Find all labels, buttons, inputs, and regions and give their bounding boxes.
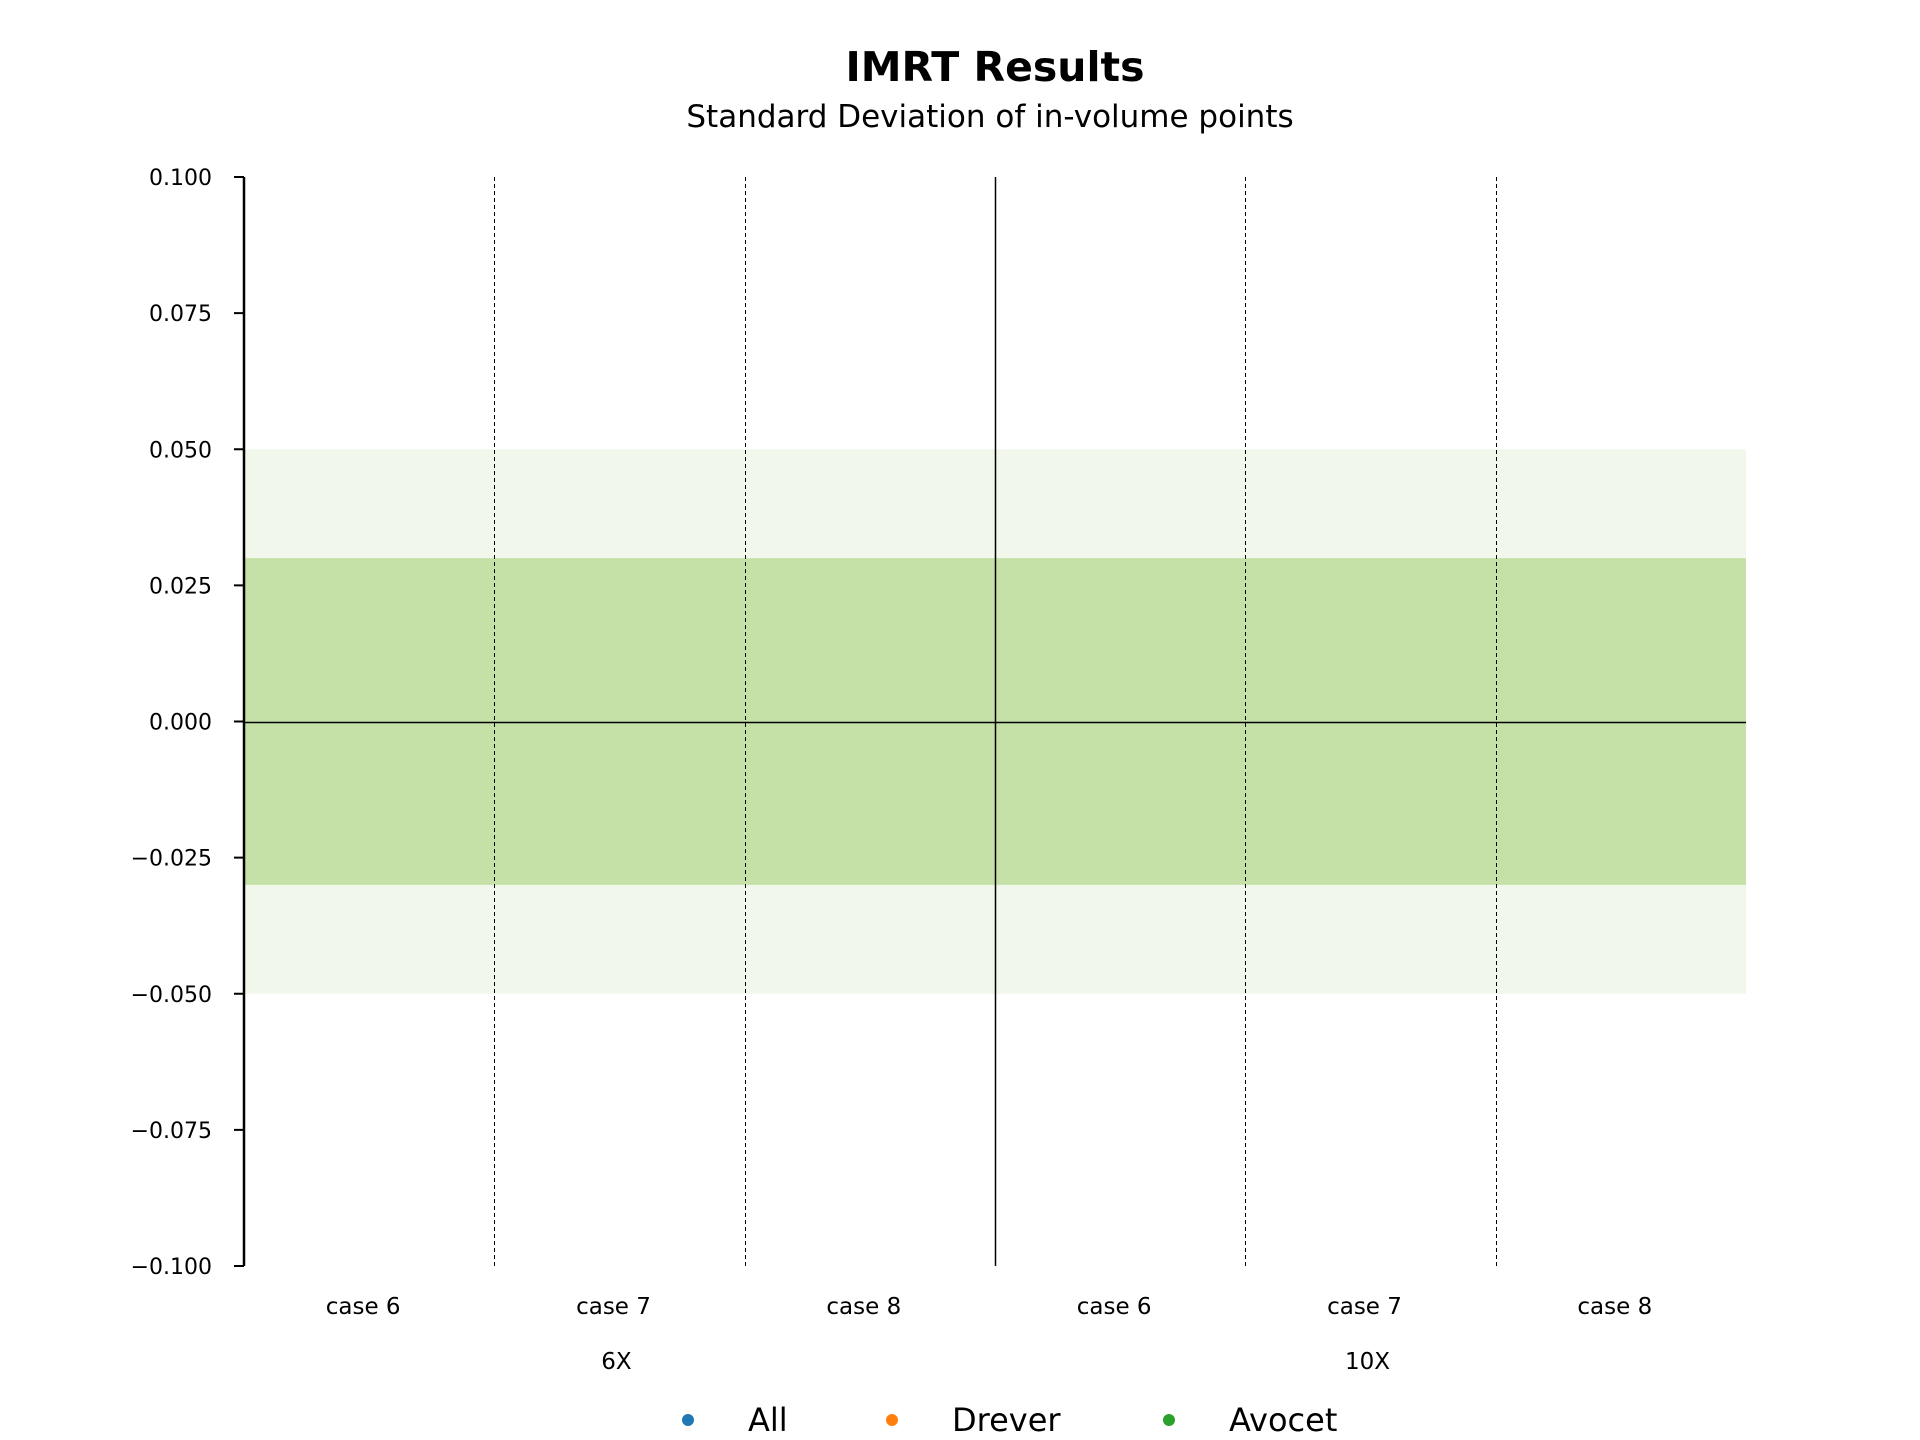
x-category-label: case 8 (826, 1294, 901, 1320)
legend-marker (886, 1414, 898, 1426)
legend-marker (1163, 1414, 1175, 1426)
group-label: 6X (601, 1349, 632, 1375)
y-tick-label: −0.100 (131, 1255, 212, 1280)
y-tick-label: −0.050 (131, 983, 212, 1008)
legend-label: Drever (952, 1401, 1061, 1439)
legend-label: Avocet (1229, 1401, 1337, 1439)
y-tick-label: 0.025 (149, 574, 212, 599)
x-category-label: case 7 (576, 1294, 651, 1320)
group-labels: 6X 10X (601, 1349, 1390, 1375)
chart-subtitle: Standard Deviation of in-volume points (686, 99, 1293, 135)
y-tick-label: 0.075 (149, 302, 212, 327)
y-axis: 0.100 0.075 0.050 0.025 0.000 −0.025 −0.050 −0.… (131, 166, 246, 1280)
y-tick-label: 0.100 (149, 166, 212, 191)
y-tick-label: −0.075 (131, 1119, 212, 1144)
legend-label: All (748, 1401, 788, 1439)
y-tick-label: 0.050 (149, 438, 212, 463)
x-axis-labels: case 6 case 7 case 8 case 6 case 7 case 8 (326, 1294, 1652, 1320)
x-category-label: case 8 (1577, 1294, 1652, 1320)
chart-title: IMRT Results (845, 43, 1144, 91)
x-category-label: case 6 (326, 1294, 401, 1320)
group-label: 10X (1345, 1349, 1390, 1375)
category-dividers (244, 177, 1746, 1266)
legend: All Drever Avocet (682, 1401, 1337, 1439)
x-category-label: case 6 (1077, 1294, 1152, 1320)
y-tick-label: −0.025 (131, 847, 212, 872)
x-category-label: case 7 (1327, 1294, 1402, 1320)
legend-marker (682, 1414, 694, 1426)
y-tick-label: 0.000 (149, 711, 212, 736)
